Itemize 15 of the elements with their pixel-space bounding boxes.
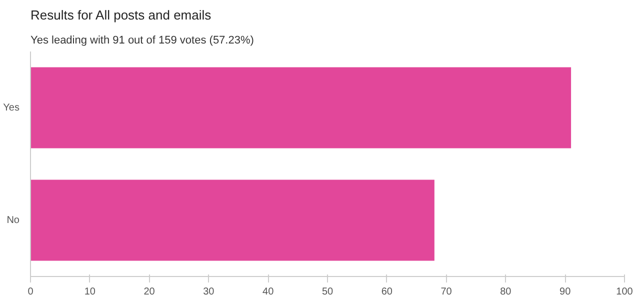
chart-title: Results for All posts and emails	[30, 8, 212, 22]
x-tick-label: 60	[381, 286, 393, 297]
x-tick-label: 90	[560, 286, 572, 297]
y-tick-label: Yes	[3, 102, 20, 114]
x-tick-label: 40	[262, 286, 274, 297]
x-tick-label: 30	[203, 286, 215, 297]
x-tick-label: 80	[500, 286, 512, 297]
chart-subtitle: Yes leading with 91 out of 159 votes (57.23%)	[30, 34, 254, 46]
x-tick-label: 10	[84, 286, 96, 297]
y-tick-label: No	[6, 214, 20, 226]
x-tick-label: 50	[322, 286, 334, 297]
x-tick-label: 70	[440, 286, 452, 297]
x-tick-label: 20	[144, 286, 156, 297]
x-tick-label: 100	[616, 286, 634, 297]
x-tick-label: 0	[28, 286, 34, 297]
